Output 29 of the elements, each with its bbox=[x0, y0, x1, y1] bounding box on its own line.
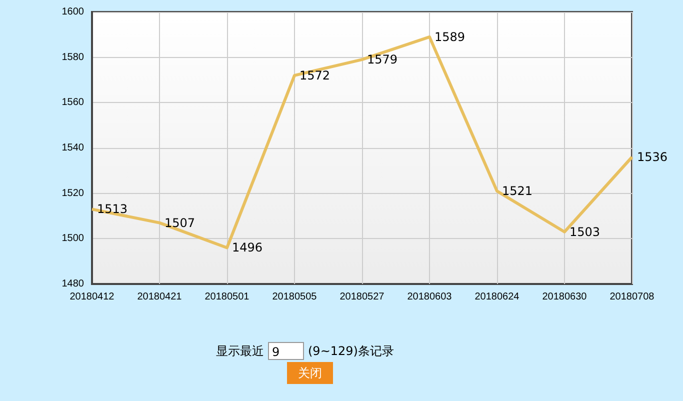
text: (9~129)条记录 bbox=[308, 342, 394, 360]
x-tick-label: 20180527 bbox=[340, 292, 385, 302]
x-tick-label: 20180501 bbox=[204, 292, 250, 302]
y-tick-label: 1480 bbox=[62, 278, 84, 290]
x-tick-label: 20180505 bbox=[272, 292, 318, 302]
y-tick-label: 1600 bbox=[62, 6, 84, 18]
y-tick-label: 1560 bbox=[62, 97, 84, 108]
data-label: 1579 bbox=[367, 52, 398, 67]
text: 显示最近 bbox=[216, 342, 264, 360]
close-button: 关闭 bbox=[287, 362, 333, 384]
number-field: 9 bbox=[268, 342, 304, 360]
data-label: 1496 bbox=[232, 240, 263, 255]
data-label: 1503 bbox=[570, 224, 600, 239]
data-label: 1536 bbox=[637, 150, 668, 164]
x-tick-label: 20180624 bbox=[474, 292, 520, 302]
x-tick-label: 20180630 bbox=[542, 292, 588, 302]
y-tick-label: 1580 bbox=[62, 52, 84, 63]
data-label: 1521 bbox=[502, 184, 533, 198]
x-tick-label: 20180412 bbox=[70, 292, 115, 302]
y-tick-label: 1500 bbox=[62, 233, 84, 244]
data-label: 1513 bbox=[97, 202, 128, 216]
x-tick-label: 20180603 bbox=[407, 292, 452, 302]
data-label: 1589 bbox=[434, 30, 466, 44]
x-tick-label: 20180708 bbox=[610, 292, 655, 302]
data-label: 1572 bbox=[300, 68, 330, 82]
y-tick-label: 1520 bbox=[62, 188, 84, 199]
data-label: 1507 bbox=[164, 216, 196, 230]
y-tick-label: 1540 bbox=[62, 142, 84, 154]
x-tick-label: 20180421 bbox=[137, 292, 182, 302]
